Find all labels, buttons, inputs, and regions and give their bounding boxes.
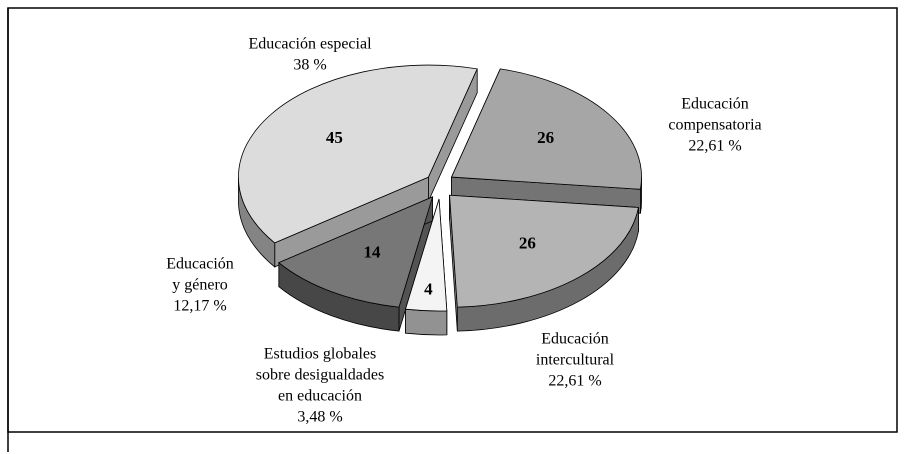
category-label: sobre desigualdades bbox=[256, 367, 384, 384]
slice bbox=[278, 196, 434, 308]
percent-label: 3,48 % bbox=[297, 409, 342, 426]
value-label: 26 bbox=[519, 233, 536, 252]
category-label: y género bbox=[172, 277, 228, 294]
category-label: intercultural bbox=[536, 352, 615, 369]
category-label: en educación bbox=[278, 388, 362, 405]
category-label: Estudios globales bbox=[264, 346, 376, 363]
category-label: Educación bbox=[541, 331, 609, 348]
slice-wall bbox=[405, 308, 448, 336]
slice bbox=[450, 68, 642, 190]
value-label: 4 bbox=[424, 279, 433, 298]
value-label: 26 bbox=[537, 128, 554, 147]
value-label: 14 bbox=[364, 243, 382, 262]
percent-label: 22,61 % bbox=[688, 138, 741, 155]
slice bbox=[449, 194, 639, 308]
slice bbox=[238, 64, 478, 244]
category-label: compensatoria bbox=[668, 117, 761, 134]
value-label: 45 bbox=[326, 128, 343, 147]
category-label: Educación bbox=[166, 256, 234, 273]
category-label: Educación especial bbox=[248, 36, 372, 53]
slice bbox=[404, 198, 448, 312]
percent-label: 12,17 % bbox=[173, 298, 226, 315]
percent-label: 38 % bbox=[293, 57, 326, 74]
percent-label: 22,61 % bbox=[548, 373, 601, 390]
category-label: Educación bbox=[681, 96, 749, 113]
